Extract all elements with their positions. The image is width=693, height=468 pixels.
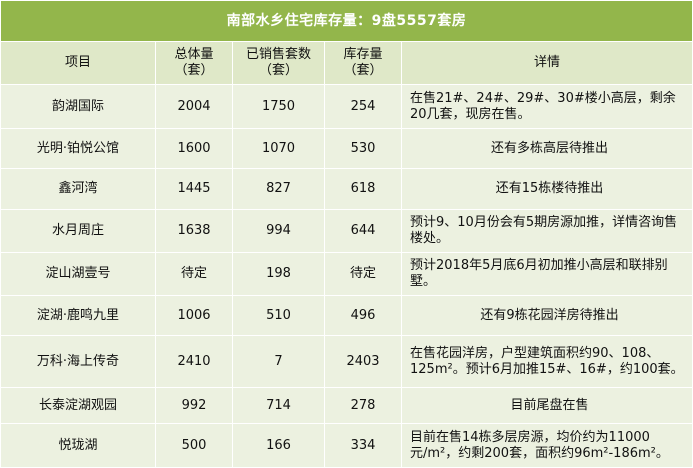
table-row: 长泰淀湖观园 992 714 278 目前尾盘在售 [0, 387, 693, 424]
header-project: 项目 [0, 41, 156, 85]
cell-project: 韵湖国际 [0, 84, 156, 129]
table-row: 光明·铂悦公馆 1600 1070 530 还有多栋高层待推出 [0, 128, 693, 169]
cell-stock: 644 [324, 209, 402, 253]
cell-stock: 618 [324, 168, 402, 210]
cell-sold: 7 [232, 335, 325, 388]
header-total: 总体量 （套） [155, 41, 233, 85]
cell-project: 水月周庄 [0, 209, 156, 253]
title-row: 南部水乡住宅库存量：9盘5557套房 [0, 0, 693, 42]
cell-total: 1006 [155, 295, 233, 336]
cell-sold: 714 [232, 387, 325, 424]
cell-sold: 994 [232, 209, 325, 253]
cell-total: 2004 [155, 84, 233, 129]
cell-detail: 目前尾盘在售 [401, 387, 693, 424]
cell-total: 500 [155, 423, 233, 468]
table-row: 韵湖国际 2004 1750 254 在售21#、24#、29#、30#楼小高层… [0, 84, 693, 129]
cell-total: 待定 [155, 252, 233, 296]
cell-detail: 预计2018年5月底6月初加推小高层和联排别墅。 [401, 252, 693, 296]
table-row: 淀山湖壹号 待定 198 待定 预计2018年5月底6月初加推小高层和联排别墅。 [0, 252, 693, 296]
cell-stock: 278 [324, 387, 402, 424]
cell-detail: 预计9、10月份会有5期房源加推，详情咨询售楼处。 [401, 209, 693, 253]
cell-stock: 待定 [324, 252, 402, 296]
table-row: 鑫河湾 1445 827 618 还有15栋楼待推出 [0, 168, 693, 210]
cell-detail: 在售21#、24#、29#、30#楼小高层，剩余20几套，现房在售。 [401, 84, 693, 129]
header-detail: 详情 [401, 41, 693, 85]
cell-project: 长泰淀湖观园 [0, 387, 156, 424]
header-total-line2: （套） [174, 63, 214, 78]
cell-sold: 1070 [232, 128, 325, 169]
cell-project: 淀湖·鹿鸣九里 [0, 295, 156, 336]
header-stock-line1: 库存量 [343, 47, 383, 62]
cell-stock: 530 [324, 128, 402, 169]
header-sold-line1: 已销售套数 [245, 47, 311, 62]
table-title: 南部水乡住宅库存量：9盘5557套房 [0, 0, 693, 42]
header-row: 项目 总体量 （套） 已销售套数 （套） 库存量 （套） 详情 [0, 41, 693, 85]
cell-detail: 还有多栋高层待推出 [401, 128, 693, 169]
table-row: 悦珑湖 500 166 334 目前在售14栋多层房源，均价约为11000元/m… [0, 423, 693, 468]
cell-project: 万科·海上传奇 [0, 335, 156, 388]
header-sold: 已销售套数 （套） [232, 41, 325, 85]
cell-stock: 2403 [324, 335, 402, 388]
cell-total: 1638 [155, 209, 233, 253]
cell-sold: 510 [232, 295, 325, 336]
cell-total: 2410 [155, 335, 233, 388]
cell-detail: 还有9栋花园洋房待推出 [401, 295, 693, 336]
cell-detail: 还有15栋楼待推出 [401, 168, 693, 210]
table-row: 水月周庄 1638 994 644 预计9、10月份会有5期房源加推，详情咨询售… [0, 209, 693, 253]
cell-project: 淀山湖壹号 [0, 252, 156, 296]
cell-sold: 1750 [232, 84, 325, 129]
table-row: 淀湖·鹿鸣九里 1006 510 496 还有9栋花园洋房待推出 [0, 295, 693, 336]
cell-total: 1600 [155, 128, 233, 169]
cell-sold: 198 [232, 252, 325, 296]
header-stock: 库存量 （套） [324, 41, 402, 85]
table-row: 万科·海上传奇 2410 7 2403 在售花园洋房，户型建筑面积约90、108… [0, 335, 693, 388]
cell-sold: 827 [232, 168, 325, 210]
header-total-line1: 总体量 [174, 47, 214, 62]
cell-project: 悦珑湖 [0, 423, 156, 468]
cell-stock: 334 [324, 423, 402, 468]
cell-detail: 目前在售14栋多层房源，均价约为11000元/m²，约剩200套，面积约96m²… [401, 423, 693, 468]
cell-project: 光明·铂悦公馆 [0, 128, 156, 169]
cell-total: 1445 [155, 168, 233, 210]
header-stock-line2: （套） [343, 63, 383, 78]
cell-detail: 在售花园洋房，户型建筑面积约90、108、125m²。预计6月加推15#、16#… [401, 335, 693, 388]
cell-stock: 254 [324, 84, 402, 129]
header-sold-line2: （套） [258, 63, 298, 78]
cell-total: 992 [155, 387, 233, 424]
cell-sold: 166 [232, 423, 325, 468]
cell-project: 鑫河湾 [0, 168, 156, 210]
cell-stock: 496 [324, 295, 402, 336]
